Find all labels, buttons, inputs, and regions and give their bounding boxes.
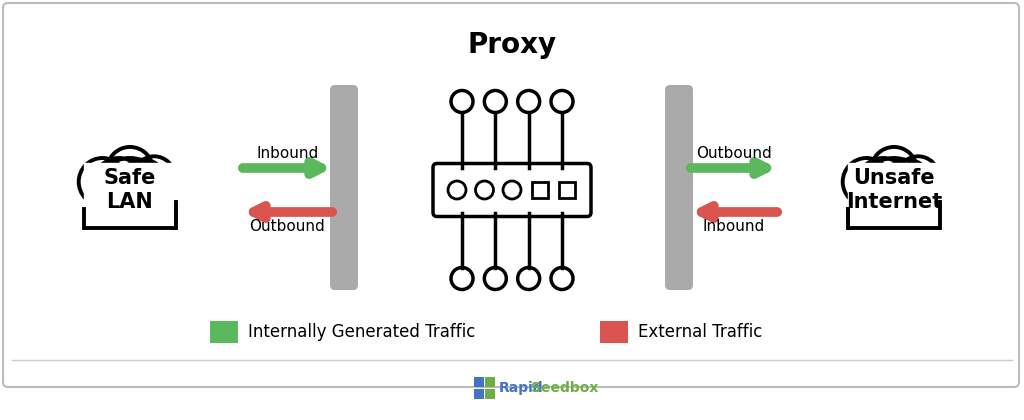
- Text: Proxy: Proxy: [467, 31, 557, 59]
- FancyBboxPatch shape: [433, 163, 591, 216]
- Circle shape: [857, 158, 908, 209]
- Circle shape: [120, 160, 167, 207]
- Bar: [82, 213, 178, 231]
- Text: External Traffic: External Traffic: [638, 323, 763, 341]
- Bar: [210, 321, 238, 343]
- Text: Outbound: Outbound: [250, 219, 326, 234]
- Circle shape: [843, 158, 890, 206]
- Bar: [485, 389, 495, 399]
- Bar: [848, 163, 940, 216]
- Bar: [600, 321, 628, 343]
- Circle shape: [871, 147, 916, 193]
- Bar: [485, 377, 495, 387]
- Bar: [474, 389, 484, 399]
- Circle shape: [134, 156, 175, 197]
- Circle shape: [93, 158, 144, 209]
- FancyBboxPatch shape: [330, 85, 358, 290]
- Circle shape: [96, 158, 164, 226]
- Circle shape: [108, 147, 153, 193]
- Text: Seedbox: Seedbox: [531, 381, 598, 395]
- Circle shape: [860, 158, 928, 226]
- Bar: [474, 377, 484, 387]
- Bar: [84, 163, 176, 216]
- Bar: [82, 217, 178, 230]
- Text: Unsafe
Internet: Unsafe Internet: [846, 168, 942, 212]
- FancyBboxPatch shape: [3, 3, 1019, 387]
- Text: Inbound: Inbound: [256, 146, 318, 161]
- FancyBboxPatch shape: [665, 85, 693, 290]
- Text: Inbound: Inbound: [702, 219, 765, 234]
- Circle shape: [884, 160, 931, 207]
- Circle shape: [898, 156, 939, 197]
- Circle shape: [79, 158, 126, 206]
- Text: Internally Generated Traffic: Internally Generated Traffic: [248, 323, 475, 341]
- Text: Safe
LAN: Safe LAN: [103, 168, 157, 212]
- Text: Rapid: Rapid: [499, 381, 544, 395]
- Text: Outbound: Outbound: [696, 146, 772, 161]
- Bar: [846, 213, 942, 231]
- Bar: [846, 217, 942, 230]
